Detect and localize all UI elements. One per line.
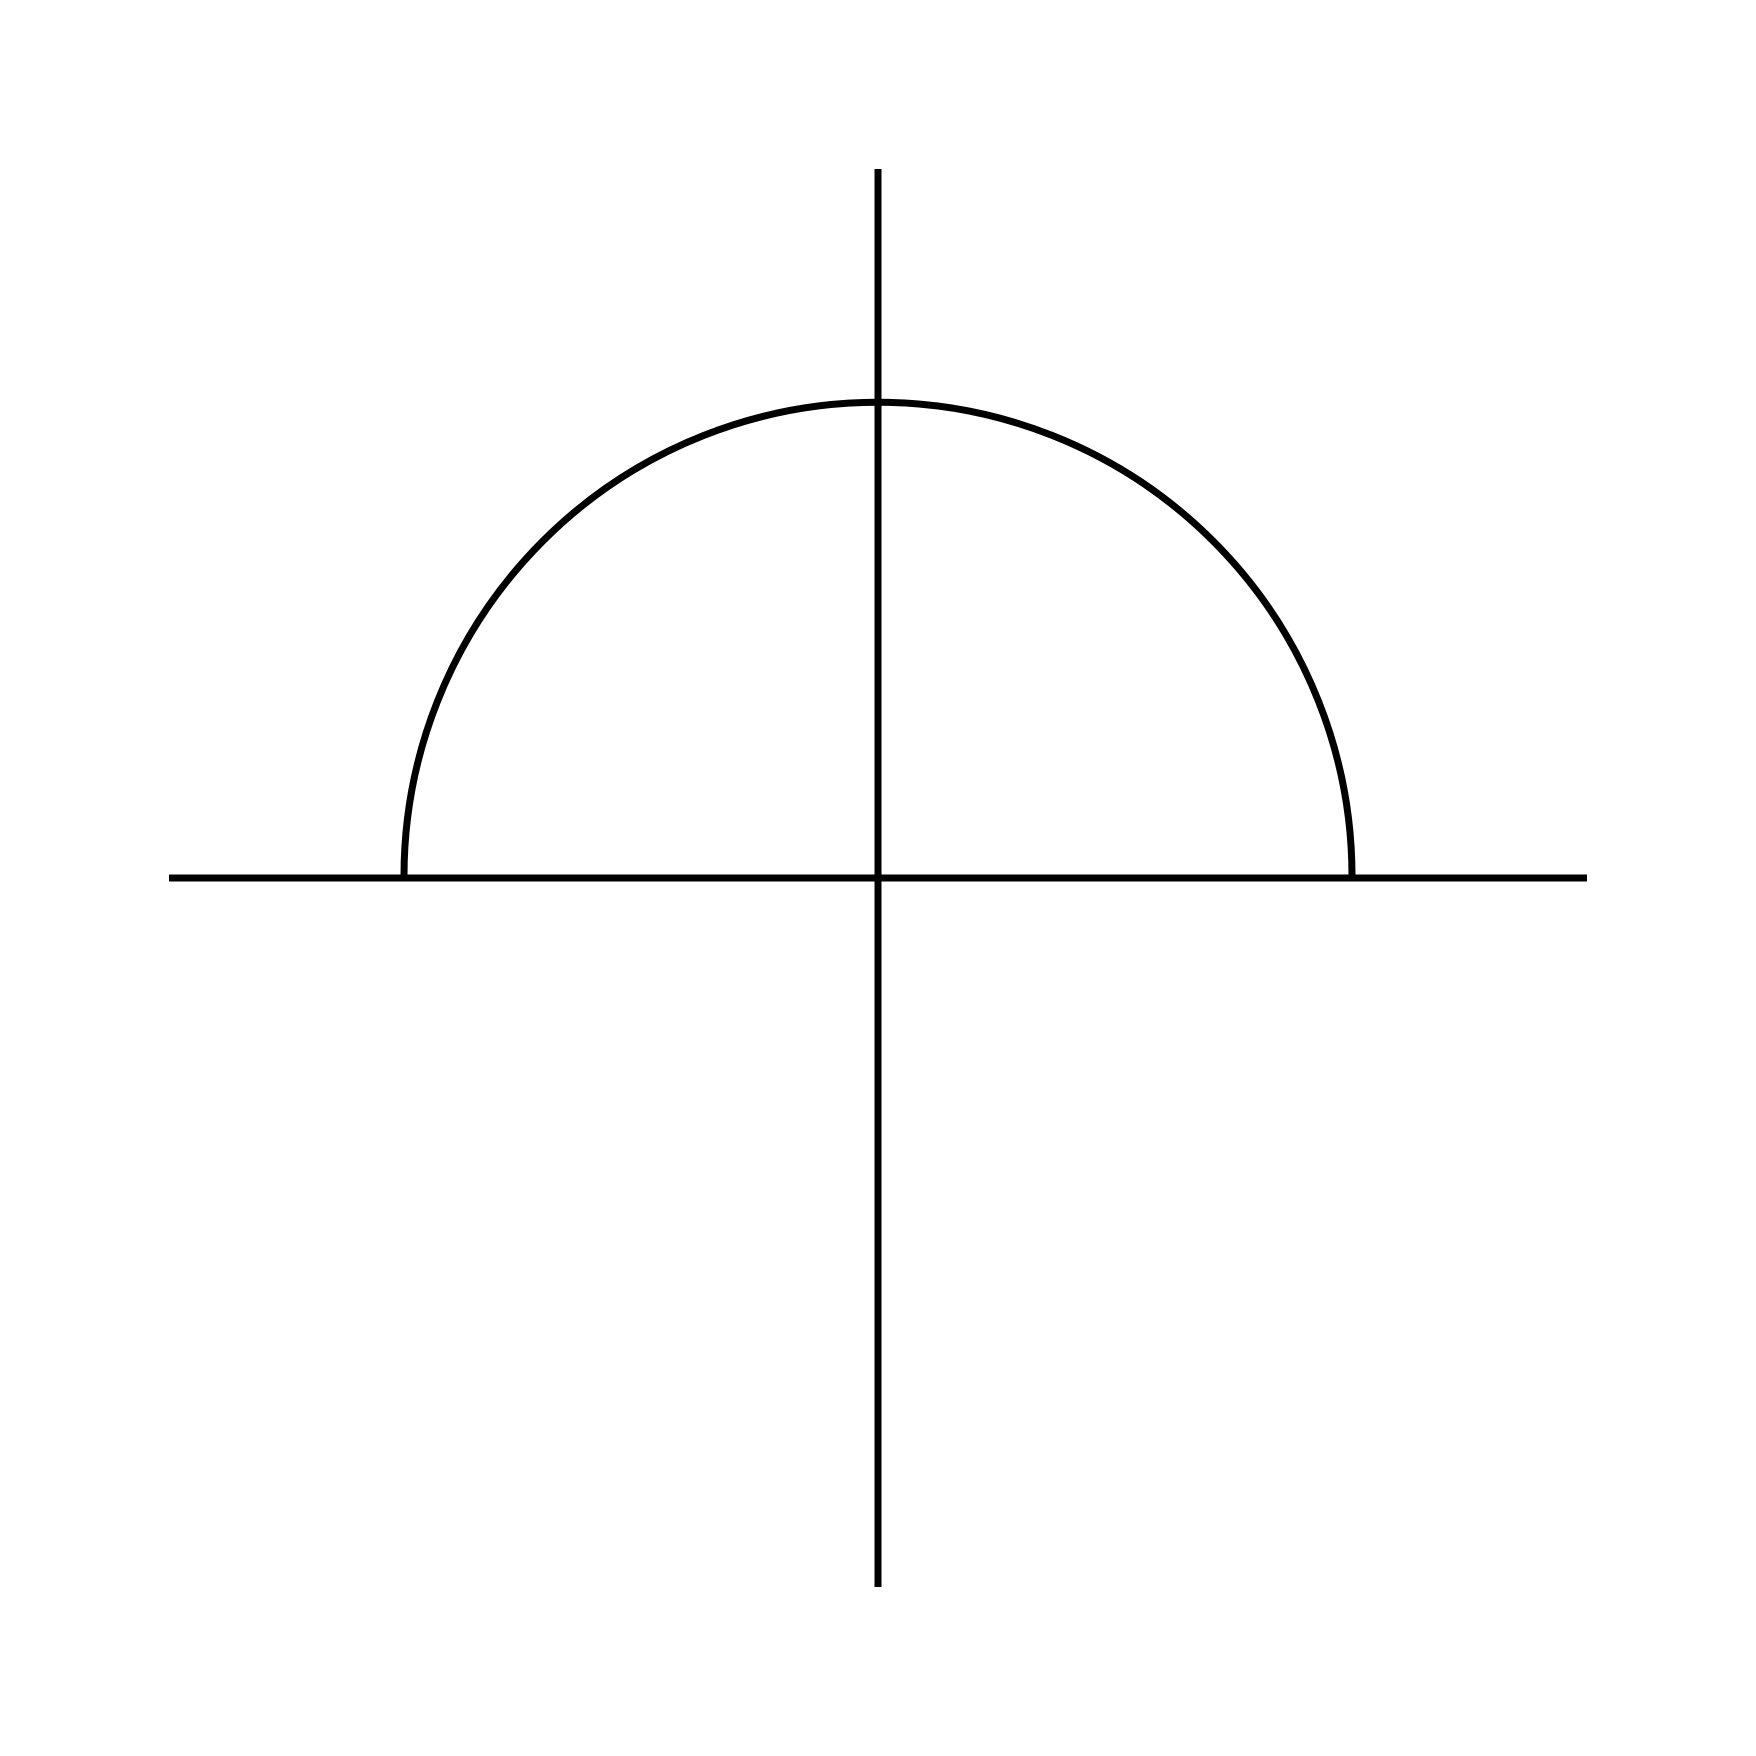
diagram-canvas — [169, 169, 1587, 1587]
